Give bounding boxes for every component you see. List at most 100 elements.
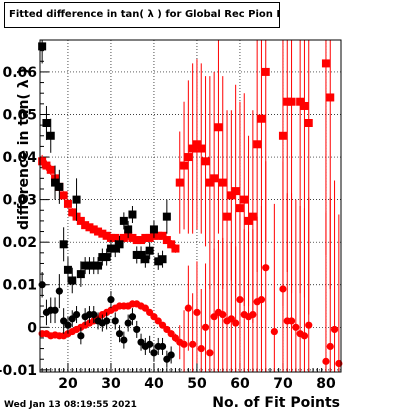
data-point-square [89, 225, 98, 234]
data-point-circle [257, 296, 266, 304]
data-point-square [128, 233, 137, 242]
data-point-circle [330, 325, 339, 334]
data-point-square [227, 191, 236, 200]
data-point-square [278, 131, 287, 140]
data-point-square [321, 59, 330, 68]
data-point-square [55, 182, 64, 191]
x-tick-label: 50 [187, 376, 207, 392]
data-point-square [85, 261, 94, 270]
data-point-circle [55, 287, 63, 295]
data-point-circle [279, 285, 287, 293]
data-point-square [231, 187, 240, 196]
data-point-square [38, 157, 47, 166]
data-point-circle [184, 304, 192, 312]
data-point-circle [150, 349, 158, 357]
data-point-square [102, 253, 111, 262]
data-point-square [46, 165, 55, 174]
data-point-square [253, 140, 262, 149]
data-point-square [51, 178, 60, 187]
y-tick-label: 0.03 [2, 193, 37, 209]
y-tick-label: 0.01 [2, 278, 37, 294]
data-point-square [192, 140, 201, 149]
data-point-square [137, 236, 146, 245]
data-point-square [63, 199, 72, 208]
data-point-square [94, 227, 103, 236]
data-point-square [180, 161, 189, 170]
data-point-square [102, 231, 111, 240]
data-point-circle [287, 317, 296, 325]
data-point-square [326, 93, 335, 102]
data-point-circle [232, 319, 240, 327]
data-point-square [162, 212, 171, 221]
x-tick-label: 30 [101, 376, 121, 392]
data-point-circle [197, 344, 205, 353]
y-tick-label: -0.01 [0, 363, 37, 379]
data-point-circle [77, 332, 85, 340]
data-point-square [145, 246, 154, 255]
data-point-square [197, 144, 206, 153]
timestamp-footer: Wed Jan 13 08:19:55 2021 [4, 400, 137, 410]
data-point-square [111, 233, 120, 242]
data-point-circle [90, 310, 98, 319]
data-point-square [287, 97, 296, 106]
y-tick-label: 0.05 [2, 107, 37, 123]
data-point-square [59, 240, 68, 249]
data-point-circle [146, 340, 154, 348]
x-tick-label: 80 [316, 376, 336, 392]
data-point-circle [322, 357, 330, 365]
data-point-circle [111, 317, 119, 325]
data-point-square [72, 195, 81, 204]
data-point-circle [262, 264, 270, 272]
data-point-square [257, 114, 266, 123]
data-point-square [240, 195, 249, 204]
data-point-square [81, 221, 90, 230]
plot-frame [39, 39, 342, 373]
data-point-square [98, 229, 107, 238]
data-point-square [68, 208, 77, 217]
data-point-square [184, 153, 193, 162]
data-point-circle [193, 308, 201, 317]
data-point-square [132, 236, 141, 245]
x-axis-label: No. of Fit Points [212, 395, 340, 411]
data-point-square [115, 240, 124, 249]
data-point-square [162, 236, 171, 245]
data-point-square [214, 123, 223, 132]
data-point-square [89, 261, 98, 270]
data-point-square [248, 212, 257, 221]
data-point-square [106, 233, 115, 242]
data-point-square [283, 97, 292, 106]
data-point-square [137, 250, 146, 259]
data-point-square [171, 244, 180, 253]
data-point-square [149, 225, 158, 234]
data-point-square [300, 101, 309, 110]
data-point-circle [115, 330, 124, 338]
data-point-circle [326, 342, 334, 351]
data-point-circle [189, 340, 197, 348]
data-point-square [210, 174, 219, 183]
data-point-square [235, 204, 244, 213]
data-point-circle [219, 310, 227, 319]
data-point-circle [158, 342, 167, 351]
data-point-square [68, 276, 77, 285]
data-point-circle [167, 351, 175, 359]
data-point-square [188, 144, 197, 153]
data-point-square [175, 178, 184, 187]
y-tick-label: 0 [27, 320, 37, 336]
data-point-square [94, 261, 103, 270]
data-point-circle [236, 296, 244, 304]
data-point-square [304, 119, 313, 127]
data-point-circle [206, 349, 214, 357]
data-point-square [42, 161, 51, 170]
data-point-square [59, 191, 68, 200]
data-point-square [167, 240, 176, 249]
data-point-circle [120, 336, 128, 344]
data-point-square [63, 265, 72, 274]
data-point-square [201, 157, 210, 166]
data-point-square [296, 97, 305, 106]
data-point-square [85, 223, 94, 232]
data-point-circle [64, 321, 72, 329]
data-point-square [141, 255, 150, 264]
data-point-square [119, 233, 128, 242]
data-point-square [106, 244, 115, 253]
data-point-square [98, 253, 107, 262]
